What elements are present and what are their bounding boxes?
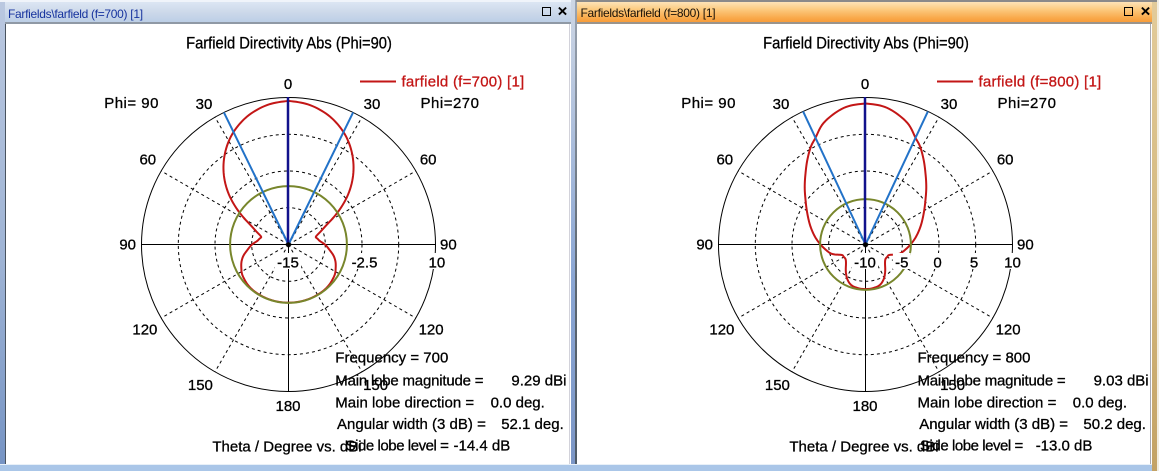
svg-text:9.29 dBi: 9.29 dBi xyxy=(511,372,566,389)
svg-text:Phi= 90: Phi= 90 xyxy=(681,95,736,112)
svg-text:150: 150 xyxy=(765,377,790,394)
svg-text:10: 10 xyxy=(1004,254,1021,271)
svg-text:Main lobe magnitude =: Main lobe magnitude = xyxy=(918,372,1066,389)
svg-text:150: 150 xyxy=(940,377,965,394)
svg-text:0: 0 xyxy=(933,254,941,271)
svg-text:Farfield Directivity Abs (Phi=: Farfield Directivity Abs (Phi=90) xyxy=(763,34,969,53)
svg-text:-15: -15 xyxy=(277,254,299,271)
svg-text:120: 120 xyxy=(709,321,734,338)
svg-text:-2.5: -2.5 xyxy=(352,254,378,271)
svg-text:60: 60 xyxy=(139,152,156,169)
svg-text:30: 30 xyxy=(196,96,213,113)
svg-text:90: 90 xyxy=(440,237,457,254)
svg-text:150: 150 xyxy=(363,377,388,394)
svg-text:-14.4 dB: -14.4 dB xyxy=(454,437,511,454)
svg-text:Side lobe level =: Side lobe level = xyxy=(346,437,450,454)
svg-text:Angular width (3 dB) =: Angular width (3 dB) = xyxy=(919,416,1068,433)
svg-text:120: 120 xyxy=(132,321,157,338)
svg-text:Phi=270: Phi=270 xyxy=(998,95,1057,112)
svg-text:50.2 deg.: 50.2 deg. xyxy=(1083,416,1146,433)
svg-text:Frequency = 800: Frequency = 800 xyxy=(918,350,1031,367)
svg-text:0: 0 xyxy=(284,76,292,93)
svg-text:10: 10 xyxy=(429,254,446,271)
svg-text:0.0 deg.: 0.0 deg. xyxy=(491,395,545,412)
svg-text:90: 90 xyxy=(119,237,136,254)
svg-text:Theta / Degree vs. dBi: Theta / Degree vs. dBi xyxy=(212,438,361,455)
svg-text:90: 90 xyxy=(696,237,713,254)
svg-text:Main lobe magnitude =: Main lobe magnitude = xyxy=(335,372,483,389)
svg-text:180: 180 xyxy=(275,398,300,415)
svg-text:Side lobe level =: Side lobe level = xyxy=(920,437,1024,454)
svg-text:Phi=270: Phi=270 xyxy=(421,95,480,112)
svg-text:Theta / Degree vs. dBi: Theta / Degree vs. dBi xyxy=(789,438,938,455)
svg-text:52.1 deg.: 52.1 deg. xyxy=(501,416,564,433)
svg-text:30: 30 xyxy=(941,96,958,113)
svg-text:Phi= 90: Phi= 90 xyxy=(104,95,159,112)
svg-text:Farfield Directivity Abs (Phi=: Farfield Directivity Abs (Phi=90) xyxy=(186,34,392,53)
svg-text:-10: -10 xyxy=(854,254,876,271)
svg-text:180: 180 xyxy=(852,398,877,415)
svg-text:30: 30 xyxy=(364,96,381,113)
svg-text:farfield (f=800) [1]: farfield (f=800) [1] xyxy=(979,74,1102,91)
svg-text:-13.0 dB: -13.0 dB xyxy=(1036,437,1093,454)
svg-text:0: 0 xyxy=(861,76,869,93)
svg-text:60: 60 xyxy=(716,152,733,169)
svg-text:Frequency = 700: Frequency = 700 xyxy=(335,350,448,367)
svg-text:90: 90 xyxy=(1017,237,1034,254)
svg-text:Main lobe direction =: Main lobe direction = xyxy=(335,395,474,412)
svg-text:Angular width (3 dB) =: Angular width (3 dB) = xyxy=(337,416,486,433)
svg-text:150: 150 xyxy=(188,377,213,394)
svg-text:60: 60 xyxy=(420,152,437,169)
svg-text:60: 60 xyxy=(997,152,1014,169)
svg-text:Main lobe direction =: Main lobe direction = xyxy=(918,395,1057,412)
svg-text:5: 5 xyxy=(970,254,978,271)
svg-text:-5: -5 xyxy=(895,254,908,271)
svg-text:farfield (f=700) [1]: farfield (f=700) [1] xyxy=(402,74,525,91)
svg-text:120: 120 xyxy=(419,321,444,338)
svg-text:30: 30 xyxy=(773,96,790,113)
svg-text:120: 120 xyxy=(996,321,1021,338)
svg-text:0.0 deg.: 0.0 deg. xyxy=(1073,395,1127,412)
svg-text:9.03 dBi: 9.03 dBi xyxy=(1094,372,1149,389)
